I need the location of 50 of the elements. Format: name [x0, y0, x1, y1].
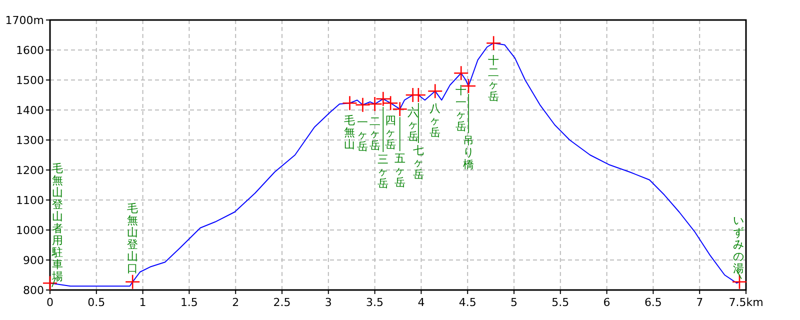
y-tick-label: 1100 [16, 194, 44, 207]
annotation: 六ヶ岳 [407, 106, 418, 143]
x-tick-label: 0 [46, 296, 54, 309]
point [367, 96, 382, 112]
point [410, 87, 426, 103]
point [427, 83, 443, 99]
y-tick-label: 1000 [16, 224, 44, 237]
x-tick-label: 6.5 [644, 296, 662, 309]
x-tick-label: 2 [232, 296, 240, 309]
x-tick-label: 5.5 [552, 296, 570, 309]
y-tick-label: 1300 [16, 134, 44, 147]
annotation: 吊り橋 [463, 134, 474, 172]
x-tick-label: 1.5 [180, 296, 198, 309]
x-tick-label: 5 [510, 296, 518, 309]
annotation: 八ヶ岳 [430, 102, 441, 140]
annotation: 十一ヶ岳 [456, 84, 467, 134]
y-tick-label: 1500 [16, 74, 44, 87]
x-tick-label: 1 [139, 296, 146, 309]
point [486, 35, 502, 51]
x-tick-label: 7.5km [728, 296, 764, 309]
point [453, 65, 469, 81]
x-tick-label: 3.5 [366, 296, 384, 309]
y-tick-label: 900 [23, 254, 44, 267]
annotation: 七ヶ岳 [412, 144, 424, 181]
point [355, 97, 370, 113]
annotation: 一ヶ岳 [357, 116, 368, 153]
y-tick-label: 1200 [16, 164, 44, 177]
annotation: 三ヶ岳 [378, 153, 389, 190]
x-tick-label: 2.5 [273, 296, 291, 309]
x-tick-label: 7 [696, 296, 704, 309]
annotation: 四ヶ岳 [385, 114, 396, 152]
x-tick-label: 0.5 [88, 296, 106, 309]
point [342, 95, 358, 111]
y-tick-label: 1700m [5, 14, 44, 27]
y-tick-label: 800 [23, 284, 44, 297]
annotation: 毛無山 [344, 114, 356, 152]
text: 毛無山登山者用駐車場 [52, 162, 63, 283]
annotation: 二ヶ岳 [369, 115, 380, 152]
point [124, 274, 140, 290]
point [732, 274, 748, 290]
y-tick-label: 1400 [16, 104, 44, 117]
annotation: いずみの湯 [733, 214, 744, 275]
x-tick-label: 3 [324, 296, 332, 309]
y-tick-label: 1600 [16, 44, 44, 57]
annotation: 十二ヶ岳 [488, 54, 500, 104]
annotation: 五ヶ岳 [394, 152, 406, 190]
x-tick-label: 6 [603, 296, 610, 309]
x-tick-label: 4 [418, 296, 425, 309]
annotation: 毛無山登山口 [127, 202, 138, 275]
x-tick-label: 4.5 [458, 296, 476, 309]
